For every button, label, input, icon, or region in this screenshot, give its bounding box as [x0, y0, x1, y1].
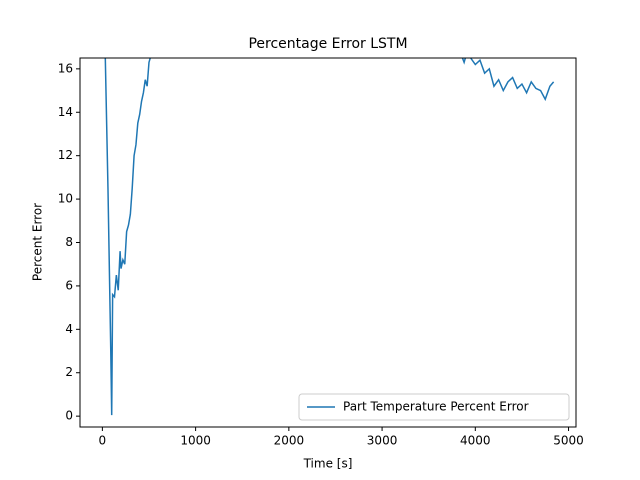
y-tick-label: 6	[65, 278, 73, 292]
legend-label: Part Temperature Percent Error	[343, 400, 529, 414]
y-tick-label: 2	[65, 365, 73, 379]
axes-frame	[79, 57, 577, 428]
x-tick-label: 2000	[274, 434, 305, 448]
plot-area	[104, 58, 555, 416]
y-tick-label: 14	[58, 105, 73, 119]
y-tick-label: 12	[58, 148, 73, 162]
x-tick-label: 4000	[460, 434, 491, 448]
x-tick-label: 1000	[180, 434, 211, 448]
legend-box	[298, 393, 570, 421]
y-tick-label: 10	[58, 192, 73, 206]
y-tick-label: 0	[65, 409, 73, 423]
chart-title: Percentage Error LSTM	[248, 36, 407, 52]
y-tick-label: 16	[58, 61, 73, 75]
y-axis-label: Percent Error	[31, 203, 45, 281]
data-line	[104, 58, 555, 416]
x-axis-label: Time [s]	[303, 457, 353, 471]
x-tick-label: 5000	[553, 434, 584, 448]
y-tick-label: 4	[65, 322, 73, 336]
y-tick-label: 8	[65, 235, 73, 249]
x-tick-label: 3000	[367, 434, 398, 448]
x-tick-label: 0	[99, 434, 107, 448]
